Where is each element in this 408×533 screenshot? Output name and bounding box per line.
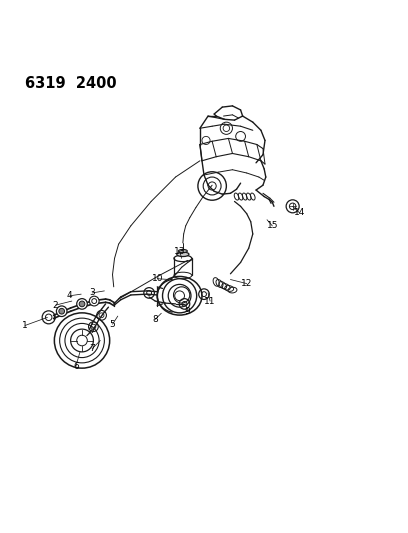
Text: 15: 15: [266, 221, 278, 230]
Text: 6319  2400: 6319 2400: [25, 76, 117, 91]
Circle shape: [77, 298, 87, 309]
Ellipse shape: [178, 249, 187, 253]
Text: 7: 7: [89, 344, 95, 353]
Text: 5: 5: [110, 320, 115, 329]
Text: 2: 2: [53, 301, 58, 310]
Text: 13: 13: [174, 247, 185, 255]
Circle shape: [56, 306, 67, 317]
Text: 12: 12: [241, 279, 253, 288]
Circle shape: [79, 301, 85, 307]
Circle shape: [59, 309, 64, 314]
Text: 11: 11: [204, 296, 216, 305]
Text: 8: 8: [152, 315, 158, 324]
Circle shape: [89, 296, 99, 306]
Text: 6: 6: [73, 361, 79, 370]
Text: 10: 10: [151, 274, 163, 283]
Text: 4: 4: [67, 291, 73, 300]
Text: 9: 9: [185, 306, 191, 316]
Text: 3: 3: [89, 288, 95, 297]
Text: 1: 1: [22, 321, 28, 330]
Ellipse shape: [177, 252, 189, 256]
Text: 14: 14: [294, 208, 305, 217]
